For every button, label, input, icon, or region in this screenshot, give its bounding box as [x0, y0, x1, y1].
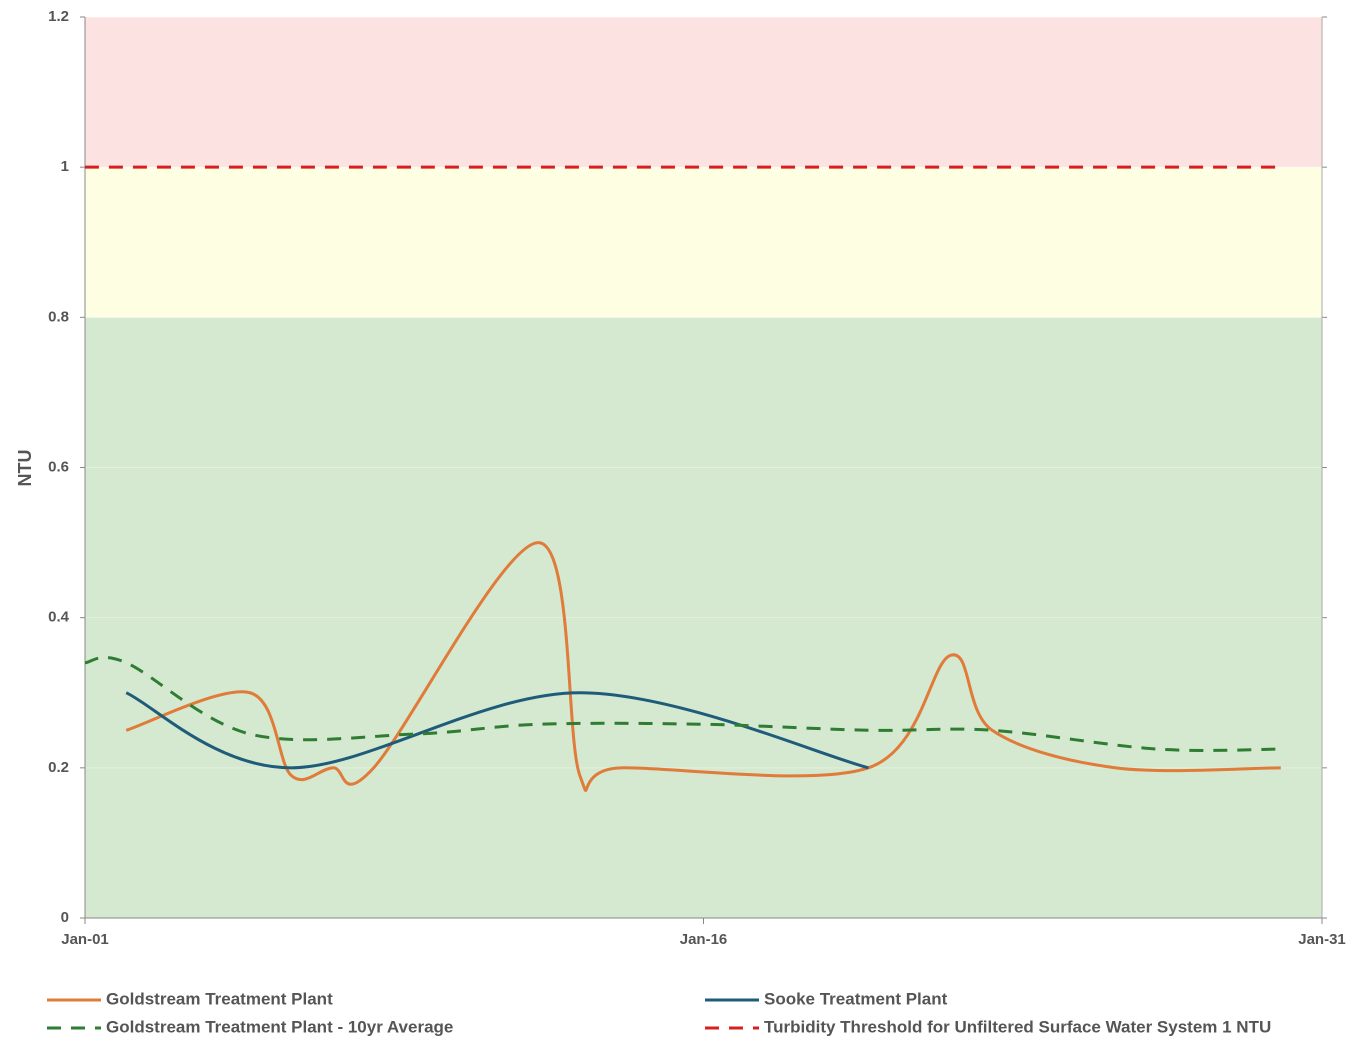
series-line: [125, 541, 1281, 792]
x-tick-label: Jan-01: [61, 931, 109, 948]
zone-band: [85, 317, 1322, 918]
x-tick-label: Jan-16: [680, 931, 728, 948]
legend-label: Goldstream Treatment Plant: [106, 989, 333, 1008]
y-axis-label: NTU: [15, 450, 35, 487]
y-tick-label: 0.4: [48, 609, 70, 626]
y-tick-label: 1.2: [48, 8, 69, 25]
series-line: [84, 655, 1281, 752]
zone-band: [85, 17, 1322, 168]
legend-label: Sooke Treatment Plant: [764, 989, 948, 1008]
x-tick-label: Jan-31: [1298, 931, 1346, 948]
series-line: [125, 691, 869, 770]
y-tick-label: 0: [61, 909, 69, 926]
legend-label: Goldstream Treatment Plant - 10yr Averag…: [106, 1017, 453, 1036]
y-tick-label: 1: [61, 158, 69, 175]
y-tick-label: 0.8: [48, 308, 69, 325]
legend-label: Turbidity Threshold for Unfiltered Surfa…: [764, 1017, 1271, 1036]
zone-band: [85, 167, 1322, 318]
y-tick-label: 0.2: [48, 759, 69, 776]
y-tick-label: 0.6: [48, 458, 69, 475]
